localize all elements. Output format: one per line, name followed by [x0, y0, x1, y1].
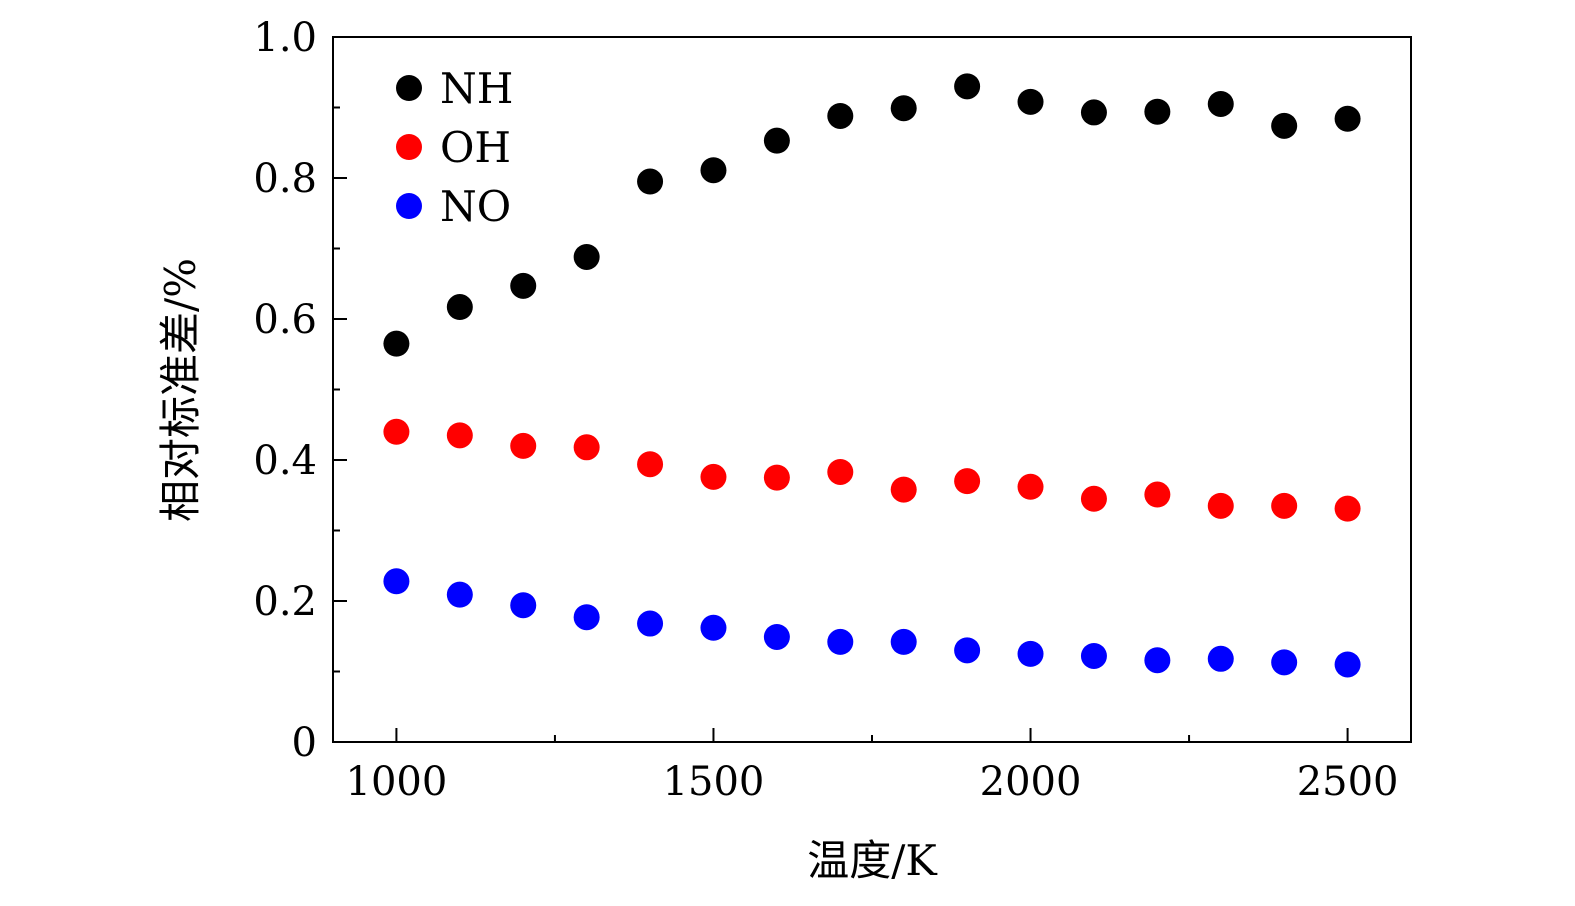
- axis-ticks: [333, 36, 1349, 743]
- x-tick-label: 2000: [980, 759, 1082, 805]
- point-nh: [700, 157, 727, 184]
- y-tick-label: 0.2: [253, 579, 317, 625]
- point-oh: [1334, 495, 1361, 522]
- y-tick-label: 0.4: [253, 438, 317, 484]
- point-no: [890, 628, 917, 655]
- point-oh: [1207, 492, 1234, 519]
- point-oh: [637, 451, 664, 478]
- point-oh: [383, 418, 410, 445]
- point-nh: [383, 330, 410, 357]
- point-no: [1017, 640, 1044, 667]
- point-nh: [637, 168, 664, 195]
- point-no: [1080, 642, 1107, 669]
- point-nh: [890, 95, 917, 122]
- point-nh: [1271, 112, 1298, 139]
- point-nh: [1334, 105, 1361, 132]
- point-oh: [1080, 485, 1107, 512]
- point-no: [1271, 649, 1298, 676]
- x-axis-title: 温度/K: [807, 836, 938, 885]
- y-tick-label: 0.8: [253, 156, 317, 202]
- point-oh: [827, 458, 854, 485]
- legend-label-nh: NH: [440, 64, 513, 113]
- point-no: [446, 581, 473, 608]
- point-oh: [700, 463, 727, 490]
- point-nh: [573, 243, 600, 270]
- point-nh: [1144, 98, 1171, 125]
- x-tick-label: 2500: [1297, 759, 1399, 805]
- point-no: [637, 610, 664, 637]
- point-no: [954, 637, 981, 664]
- point-no: [763, 623, 790, 650]
- y-tick-label: 0: [292, 720, 317, 766]
- y-tick-label: 1.0: [253, 15, 317, 61]
- point-nh: [446, 294, 473, 321]
- y-tick-label: 0.6: [253, 297, 317, 343]
- point-nh: [763, 127, 790, 154]
- point-oh: [510, 432, 537, 459]
- x-tick-label: 1500: [663, 759, 765, 805]
- point-nh: [827, 102, 854, 129]
- point-no: [1334, 651, 1361, 678]
- point-oh: [446, 422, 473, 449]
- point-oh: [763, 464, 790, 491]
- point-nh: [1080, 99, 1107, 126]
- legend-label-no: NO: [440, 182, 511, 231]
- legend-marker-oh: [396, 134, 422, 160]
- point-nh: [954, 73, 981, 100]
- legend-label-oh: OH: [440, 123, 511, 172]
- x-tick-label: 1000: [346, 759, 448, 805]
- point-oh: [573, 434, 600, 461]
- data-points: [383, 73, 1361, 678]
- point-no: [827, 628, 854, 655]
- axis-tick-labels: 1000 1500 2000 2500 0 0.2 0.4 0.6 0.8 1.0: [253, 15, 1398, 805]
- point-no: [383, 568, 410, 595]
- point-nh: [510, 272, 537, 299]
- y-axis-title: 相对标准差/%: [156, 258, 205, 522]
- point-no: [1144, 647, 1171, 674]
- legend-marker-nh: [396, 75, 422, 101]
- point-nh: [1207, 90, 1234, 117]
- point-nh: [1017, 88, 1044, 115]
- point-oh: [954, 468, 981, 495]
- legend-marker-no: [396, 193, 422, 219]
- point-no: [510, 592, 537, 619]
- point-no: [1207, 645, 1234, 672]
- point-oh: [1144, 481, 1171, 508]
- point-no: [700, 614, 727, 641]
- legend: NH OH NO: [396, 64, 513, 231]
- point-oh: [1271, 492, 1298, 519]
- point-oh: [1017, 473, 1044, 500]
- point-no: [573, 604, 600, 631]
- point-oh: [890, 476, 917, 503]
